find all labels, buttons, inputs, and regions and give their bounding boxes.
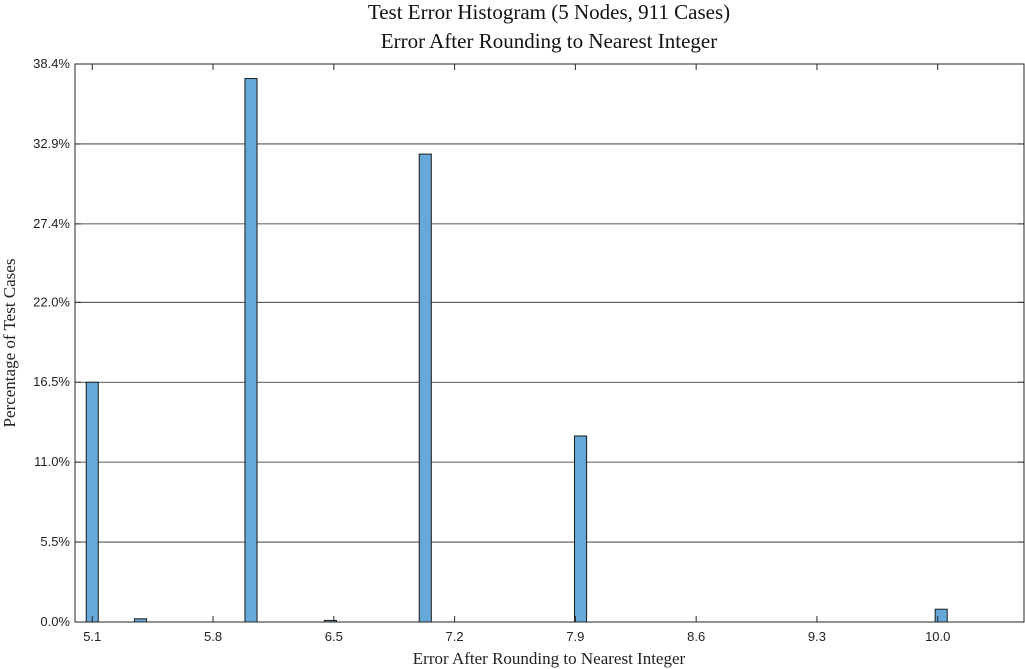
bars-group [85,78,948,623]
x-axis-label: Error After Rounding to Nearest Integer [413,649,686,668]
x-tick-label: 6.5 [325,629,343,644]
y-tick-label: 11.0% [34,454,70,469]
x-tick-label: 9.3 [808,629,826,644]
x-tick-label: 5.1 [83,629,101,644]
x-tick-label: 7.2 [446,629,464,644]
y-tick-label: 22.0% [33,294,70,309]
histogram-bar [418,153,432,623]
y-axis-label: Percentage of Test Cases [0,259,19,428]
x-tick-label: 8.6 [687,629,705,644]
histogram-bar [934,608,948,623]
x-tick-label: 10.0 [925,629,950,644]
plot-frame [74,63,1025,623]
grid-lines [75,63,1024,623]
histogram-bar [85,381,99,623]
x-tick-label: 5.8 [204,629,222,644]
y-tick-label: 5.5% [40,534,70,549]
y-tick-label: 16.5% [33,374,70,389]
y-tick-label: 0.0% [40,614,70,629]
x-tick-label: 7.9 [566,629,584,644]
histogram-bar [574,435,588,623]
histogram-bar [244,78,258,623]
y-tick-label: 32.9% [33,136,70,151]
chart-title: Test Error Histogram (5 Nodes, 911 Cases… [368,0,730,24]
chart-subtitle: Error After Rounding to Nearest Integer [381,29,717,53]
y-tick-labels: 0.0% 5.5% 11.0% 16.5% 22.0% 27.4% 32.9% 38.4% [33,56,1024,629]
y-tick-label: 38.4% [33,56,70,71]
x-tick-labels: 5.1 5.8 6.5 7.2 7.9 8.6 9.3 10.0 [83,64,950,644]
y-tick-label: 27.4% [33,216,70,231]
